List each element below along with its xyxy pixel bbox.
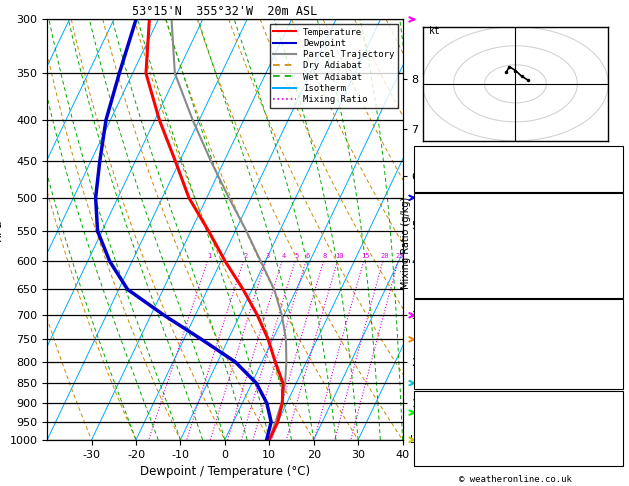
Y-axis label: hPa: hPa — [0, 218, 4, 241]
Text: 312: 312 — [601, 331, 620, 342]
Text: 9.4: 9.4 — [601, 226, 620, 236]
Text: 5: 5 — [294, 253, 299, 259]
Text: CAPE (J): CAPE (J) — [416, 361, 466, 371]
Text: 10: 10 — [608, 211, 620, 221]
Text: 29: 29 — [608, 150, 620, 160]
Text: 8: 8 — [614, 255, 620, 265]
Text: Totals Totals: Totals Totals — [416, 165, 498, 175]
Text: 25: 25 — [395, 253, 404, 259]
Text: 48: 48 — [608, 165, 620, 175]
Text: CAPE (J): CAPE (J) — [416, 269, 466, 279]
Text: Surface: Surface — [496, 196, 540, 207]
Text: 2.61: 2.61 — [595, 179, 620, 190]
Text: Pressure (mb): Pressure (mb) — [416, 317, 498, 327]
Text: 10: 10 — [335, 253, 343, 259]
Text: θe(K): θe(K) — [416, 240, 448, 250]
Y-axis label: km
ASL: km ASL — [429, 230, 450, 251]
Text: 4: 4 — [282, 253, 286, 259]
Text: Lifted Index: Lifted Index — [416, 346, 491, 356]
Text: θe (K): θe (K) — [416, 331, 454, 342]
Text: 148°: 148° — [595, 437, 620, 448]
Text: Dewp (°C): Dewp (°C) — [416, 226, 472, 236]
Text: PW (cm): PW (cm) — [416, 179, 460, 190]
Text: 2: 2 — [243, 253, 247, 259]
Text: 0: 0 — [614, 375, 620, 385]
Text: 750: 750 — [601, 317, 620, 327]
Legend: Temperature, Dewpoint, Parcel Trajectory, Dry Adiabat, Wet Adiabat, Isotherm, Mi: Temperature, Dewpoint, Parcel Trajectory… — [270, 24, 398, 108]
Text: StmSpd (kt): StmSpd (kt) — [416, 452, 485, 462]
Text: © weatheronline.co.uk: © weatheronline.co.uk — [459, 474, 572, 484]
Text: Hodograph: Hodograph — [490, 394, 547, 404]
X-axis label: Dewpoint / Temperature (°C): Dewpoint / Temperature (°C) — [140, 465, 310, 478]
Text: kt: kt — [429, 26, 441, 36]
Text: 0: 0 — [614, 269, 620, 279]
Text: K: K — [416, 150, 423, 160]
Text: Mixing Ratio (g/kg): Mixing Ratio (g/kg) — [401, 197, 411, 289]
Text: CIN (J): CIN (J) — [416, 375, 460, 385]
Title: 53°15'N  355°32'W  20m ASL: 53°15'N 355°32'W 20m ASL — [132, 5, 318, 18]
Text: CIN (J): CIN (J) — [416, 284, 460, 294]
Text: 1: 1 — [207, 253, 211, 259]
Text: 3: 3 — [265, 253, 269, 259]
Text: LCL: LCL — [409, 435, 427, 445]
Text: 269: 269 — [601, 423, 620, 433]
Text: 2: 2 — [614, 346, 620, 356]
Text: 0: 0 — [614, 284, 620, 294]
Text: SREH: SREH — [416, 423, 442, 433]
Text: 20: 20 — [380, 253, 389, 259]
Text: 6: 6 — [306, 253, 309, 259]
Text: 8: 8 — [323, 253, 327, 259]
Text: Temp (°C): Temp (°C) — [416, 211, 472, 221]
Text: 303: 303 — [601, 240, 620, 250]
Text: EH: EH — [416, 408, 429, 418]
Text: Most Unstable: Most Unstable — [477, 302, 559, 312]
Text: 15: 15 — [361, 253, 369, 259]
Text: StmDir: StmDir — [416, 437, 454, 448]
Text: Lifted Index: Lifted Index — [416, 255, 491, 265]
Text: 220: 220 — [601, 408, 620, 418]
Text: 0: 0 — [614, 361, 620, 371]
Text: 25: 25 — [608, 452, 620, 462]
